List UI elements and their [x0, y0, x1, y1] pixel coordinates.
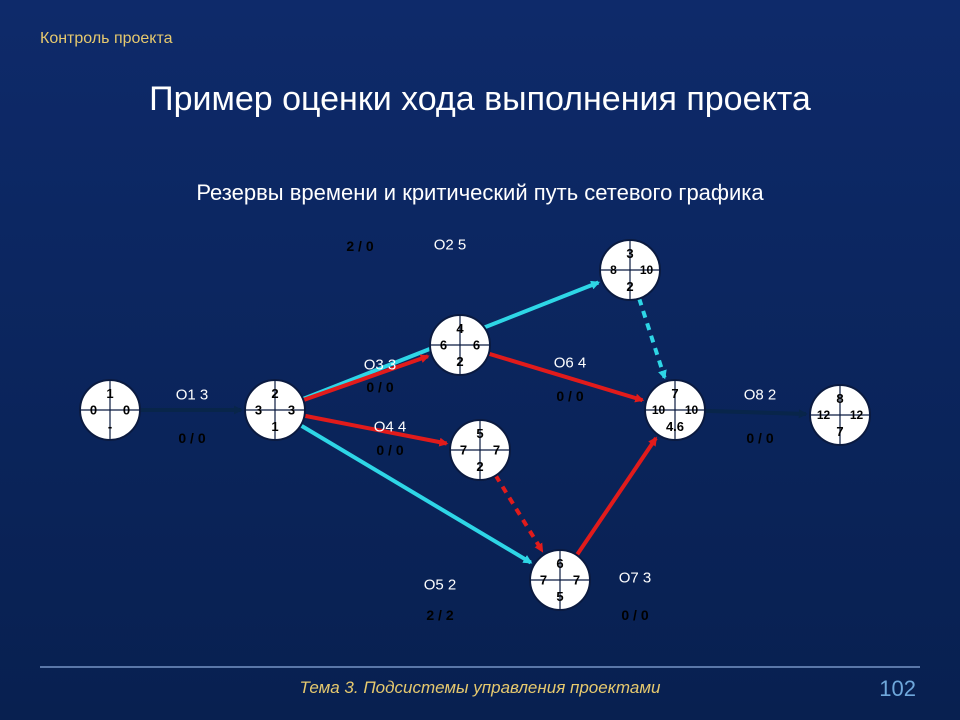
node-left: 3	[255, 403, 262, 418]
edge-slack: 0 / 0	[621, 607, 648, 623]
node-top: 7	[671, 386, 678, 401]
node-left: 7	[460, 443, 467, 458]
edge-label: O2 5	[434, 237, 467, 254]
node-bottom: -	[108, 419, 112, 434]
breadcrumb: Контроль проекта	[40, 30, 173, 48]
edge-label: O1 3	[176, 387, 209, 404]
edge	[577, 438, 656, 555]
node-top: 8	[836, 391, 843, 406]
edge-slack: 0 / 0	[178, 430, 205, 446]
node-top: 4	[456, 321, 464, 336]
edge-label: O5 2	[424, 577, 457, 594]
slide: Контроль проекта Пример оценки хода выпо…	[0, 0, 960, 720]
footer-divider	[40, 666, 920, 668]
edge-slack: 2 / 0	[346, 238, 373, 254]
node-top: 6	[556, 556, 563, 571]
node-right: 3	[288, 403, 295, 418]
node-left: 8	[610, 263, 617, 277]
slide-title: Пример оценки хода выполнения проекта	[0, 80, 960, 119]
node-left: 6	[440, 338, 447, 353]
node-bottom: 7	[836, 424, 843, 439]
node: 7 10 104.6	[645, 380, 705, 440]
node-left: 12	[817, 408, 831, 422]
node-bottom: 2	[456, 354, 463, 369]
node-top: 2	[271, 386, 278, 401]
edge-slack: 0 / 0	[376, 442, 403, 458]
node-top: 1	[106, 386, 113, 401]
edge-slack: 0 / 0	[556, 388, 583, 404]
edge-label: O7 3	[619, 570, 652, 587]
node: 57 72	[450, 420, 510, 480]
slide-subtitle: Резервы времени и критический путь сетев…	[0, 180, 960, 206]
node-top: 3	[626, 246, 633, 261]
edge	[705, 411, 806, 414]
node-bottom: 4.6	[666, 419, 684, 434]
node-bottom: 1	[271, 419, 278, 434]
edge	[496, 476, 542, 551]
node-right: 0	[123, 403, 130, 418]
page-number: 102	[879, 676, 916, 702]
edge-slack: 0 / 0	[746, 430, 773, 446]
node-right: 10	[685, 403, 699, 417]
node-right: 7	[573, 573, 580, 588]
node-right: 12	[850, 408, 864, 422]
edge-label: O4 4	[374, 419, 407, 436]
node-left: 0	[90, 403, 97, 418]
node-right: 7	[493, 443, 500, 458]
node-right: 6	[473, 338, 480, 353]
node-bottom: 2	[626, 279, 633, 294]
node: 8 12 12 7	[810, 385, 870, 445]
node: 23 31	[245, 380, 305, 440]
node-left: 10	[652, 403, 666, 417]
node-bottom: 2	[476, 459, 483, 474]
edge-slack: 2 / 2	[426, 607, 453, 623]
network-diagram: O1 3 0 / 0 O2 5 2 / 0 O3 3 0 / 0 O4 4 0 / 0 O5 2…	[60, 220, 900, 640]
node: 38 10 2	[600, 240, 660, 300]
edge-label: O8 2	[744, 387, 777, 404]
node-left: 7	[540, 573, 547, 588]
node: 67 75	[530, 550, 590, 610]
node-top: 5	[476, 426, 483, 441]
node: 10 0-	[80, 380, 140, 440]
node-right: 10	[640, 263, 654, 277]
node: 46 62	[430, 315, 490, 375]
node-bottom: 5	[556, 589, 563, 604]
footer-text: Тема 3. Подсистемы управления проектами	[0, 678, 960, 698]
edge-slack: 0 / 0	[366, 379, 393, 395]
edge-label: O3 3	[364, 357, 397, 374]
edge	[639, 299, 664, 378]
edge-label: O6 4	[554, 355, 587, 372]
